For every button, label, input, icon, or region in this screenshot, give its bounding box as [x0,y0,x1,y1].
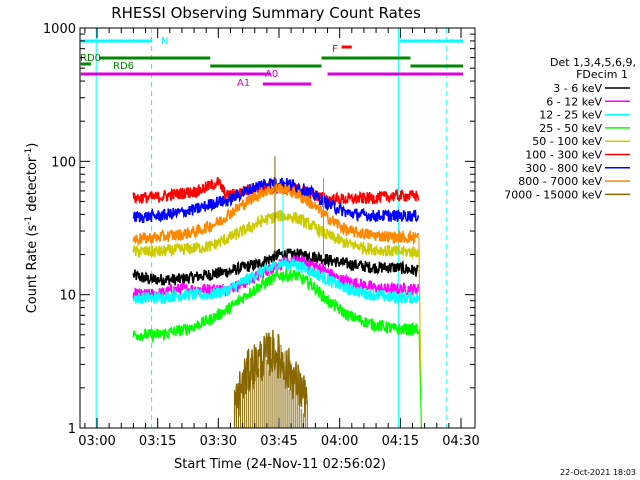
x-tick-label: 03:30 [200,434,237,449]
y-tick-label: 10 [59,289,76,304]
data-series [132,155,422,429]
legend-label-0: 3 - 6 keV [553,82,602,95]
legend-label-5: 100 - 300 keV [525,149,602,162]
x-tick-label: 03:15 [139,434,176,449]
legend-label-2: 12 - 25 keV [539,109,602,122]
x-tick-label: 03:00 [78,434,115,449]
legend-label-3: 25 - 50 keV [539,122,602,135]
series-line-6 [132,177,420,224]
legend-label-4: 50 - 100 keV [532,135,602,148]
annotation-f: F [332,44,338,55]
x-axis-label: Start Time (24-Nov-11 02:56:02) [174,457,386,472]
axes: 03:00 03:15 03:30 03:45 04:00 04:15 04:30 1 10 10… [43,22,480,449]
dropoff-2 [418,329,422,429]
legend-header-1: Det 1,3,4,5,6,9, [550,56,636,69]
legend-label-6: 300 - 800 keV [525,162,602,175]
legend-header-2: FDecim 1 [576,68,628,81]
x-tick-label: 04:00 [321,434,358,449]
state-bars: N RD0 RD6 F A0 A1 [80,36,464,89]
legend-label-8: 7000 - 15000 keV [504,188,602,201]
x-tick-label: 04:30 [442,434,479,449]
y-axis-label: Count Rate (s-1 detector-1) [24,143,40,314]
annotation-a1: A1 [237,78,250,89]
series-line-3 [132,269,419,344]
annotation-rd6: RD6 [113,61,134,72]
footer-timestamp: 22-Oct-2021 18:03 [560,468,636,477]
chart-title: RHESSI Observing Summary Count Rates [111,4,421,22]
legend-label-1: 6 - 12 keV [546,95,602,108]
annotation-rd0: RD0 [80,53,101,64]
annotation-a0: A0 [265,69,278,80]
x-tick-label: 03:45 [260,434,297,449]
x-tick-label: 04:15 [382,434,419,449]
series-line-0 [132,248,420,286]
y-tick-label: 1 [68,422,76,437]
vertical-markers [95,28,448,428]
y-tick-label: 1000 [43,22,76,37]
legend-label-7: 800 - 7000 keV [518,175,602,188]
plot-frame [79,27,476,429]
y-tick-label: 100 [51,155,76,170]
series-line-4 [132,209,420,260]
series-line-7 [132,183,420,247]
annotation-n: N [161,36,168,47]
series-line-2 [132,258,420,305]
